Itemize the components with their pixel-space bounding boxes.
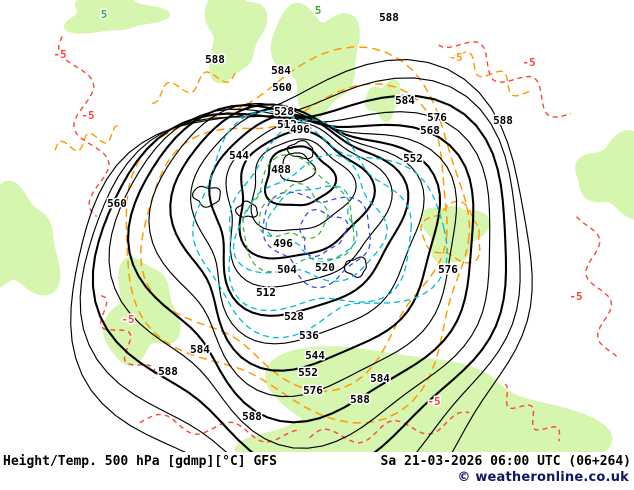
temp-contour-label: -5: [449, 51, 462, 64]
height-contour-label: 588: [242, 410, 262, 423]
caption-bar: Height/Temp. 500 hPa [gdmp][°C] GFS Sa 2…: [0, 452, 634, 469]
height-contour-label: 512: [256, 286, 276, 299]
height-contour-label: 576: [438, 263, 458, 276]
height-contour-label: 588: [379, 11, 399, 24]
map-canvas: 5885885845605285124964885445845765685525…: [0, 0, 634, 452]
height-contour-label: 584: [271, 64, 291, 77]
temp-contour-label: -5: [81, 109, 94, 122]
temp-contour-label: -5: [569, 290, 582, 303]
height-contour-label: 588: [493, 114, 513, 127]
height-contour-label: 588: [350, 393, 370, 406]
height-contour-label: 544: [305, 349, 325, 362]
map-title: Height/Temp. 500 hPa [gdmp][°C] GFS: [3, 454, 277, 469]
temp-contour-label: 5: [101, 8, 108, 21]
height-contour-label: 536: [299, 329, 319, 342]
height-contour-label: 528: [274, 105, 294, 118]
height-contour-label: 544: [229, 149, 249, 162]
height-contour-label: 520: [315, 261, 335, 274]
temp-contour-label: -5: [53, 48, 66, 61]
height-contour-label: 584: [190, 343, 210, 356]
height-contour-label: 560: [107, 197, 127, 210]
height-contour-label: 568: [420, 124, 440, 137]
height-contour-label: 584: [370, 372, 390, 385]
temp-contour-label: -5: [427, 395, 440, 408]
temp-contours-cold-layer: [192, 110, 448, 339]
height-contour-label: 584: [395, 94, 415, 107]
height-contour-label: 552: [298, 366, 318, 379]
temp-contour-label: -5: [121, 313, 134, 326]
height-contour-label: 512: [277, 118, 297, 131]
height-contour-label: 528: [284, 310, 304, 323]
height-contour-label: 560: [272, 81, 292, 94]
height-contour-label: 576: [303, 384, 323, 397]
temp-contour-label: -5: [522, 56, 535, 69]
copyright-row: © weatheronline.co.uk: [0, 469, 634, 485]
height-contour-label: 588: [158, 365, 178, 378]
height-contour-label: 496: [290, 123, 310, 136]
height-contour-label: 488: [271, 163, 291, 176]
temp-contour-label: 5: [315, 4, 322, 17]
temp-contours-warm-layer: [54, 36, 620, 444]
height-contour-label: 496: [273, 237, 293, 250]
height-contour-label: 576: [427, 111, 447, 124]
map-valid-time: Sa 21-03-2026 06:00 UTC (06+264): [380, 454, 631, 469]
height-contour-label: 504: [277, 263, 297, 276]
contour-labels-layer: 5885885845605285124964885445845765685525…: [52, 3, 584, 425]
height-contour-label: 588: [205, 53, 225, 66]
copyright: © weatheronline.co.uk: [457, 470, 629, 485]
height-contour-label: 552: [403, 152, 423, 165]
